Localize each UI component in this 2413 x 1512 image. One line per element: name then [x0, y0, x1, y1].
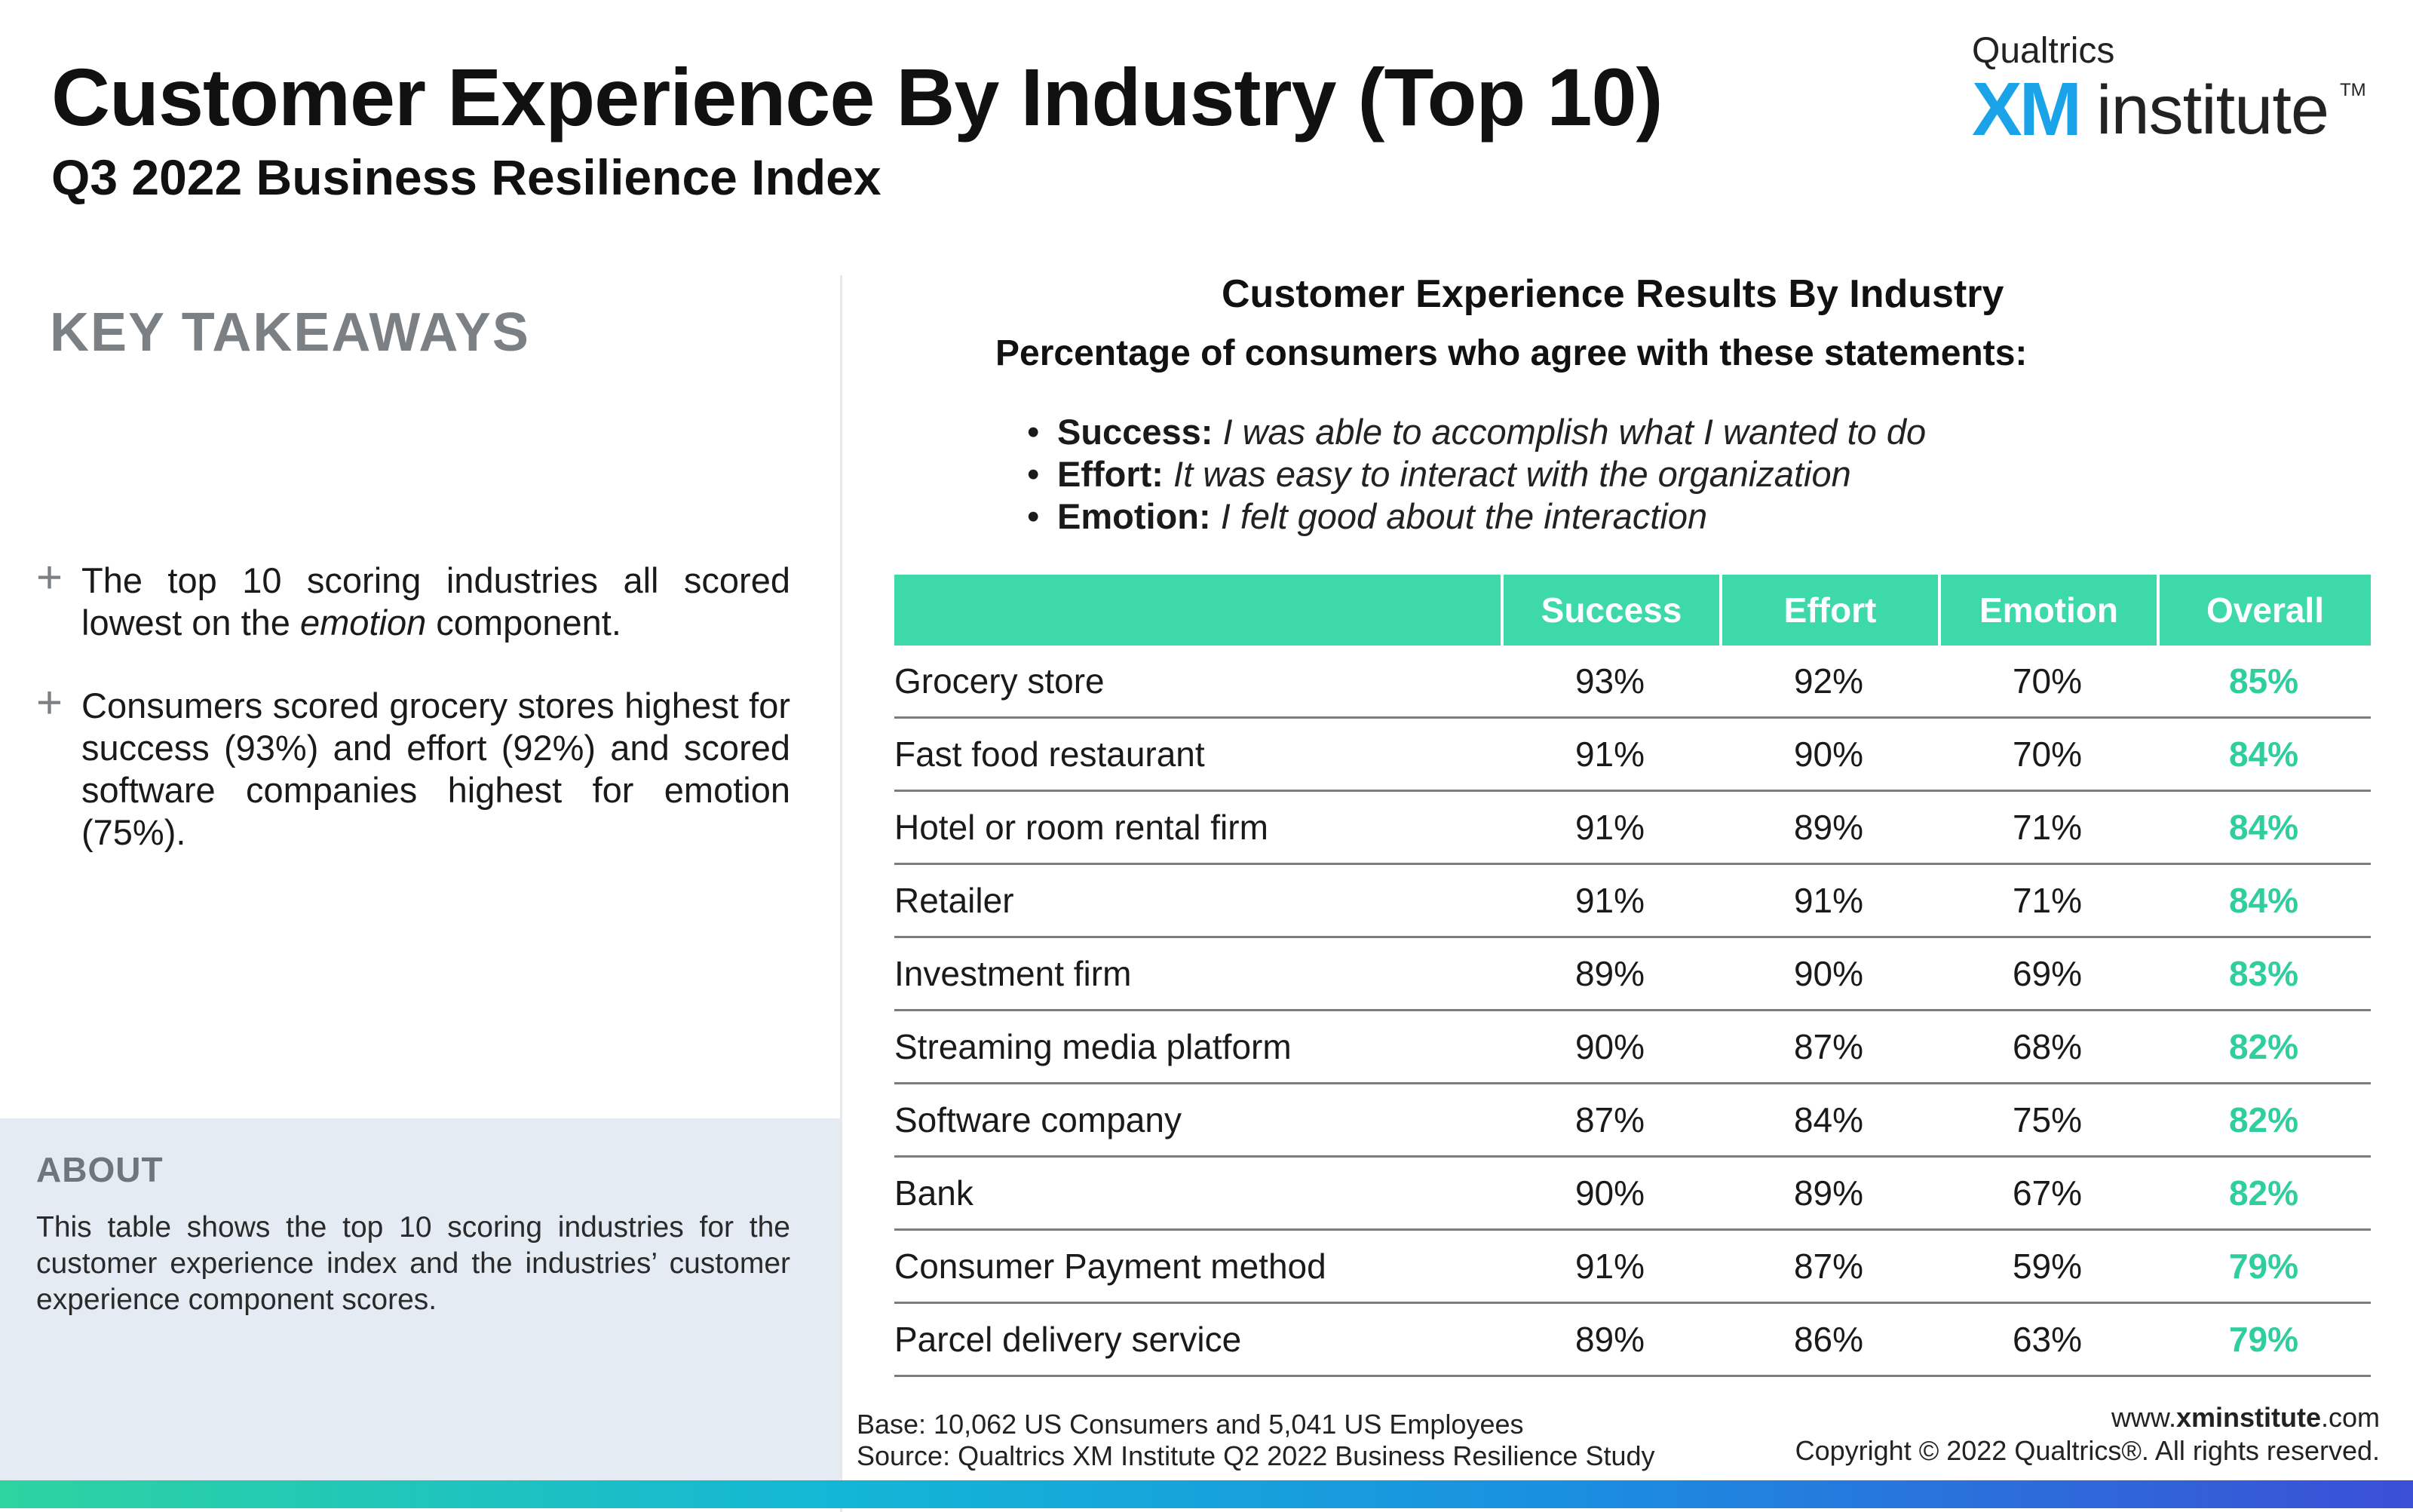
bottom-gradient-bar [0, 1480, 2413, 1508]
plus-icon: + [36, 677, 63, 728]
header-success: Success [1501, 575, 1719, 646]
cell-industry: Streaming media platform [894, 1027, 1292, 1066]
cell-industry: Parcel delivery service [894, 1320, 1242, 1359]
cell-effort: 92% [1793, 661, 1864, 701]
cell-industry: Investment firm [894, 954, 1132, 993]
cell-industry: Fast food restaurant [894, 735, 1205, 774]
cell-overall: 83% [2228, 954, 2299, 993]
plus-icon: + [36, 552, 63, 603]
table-row: Software company 87% 84% 75% 82% [894, 1084, 2371, 1158]
logo-tm-mark: TM [2340, 80, 2366, 100]
cell-success: 91% [1574, 735, 1645, 774]
cell-industry: Hotel or room rental firm [894, 808, 1268, 847]
table-row: Consumer Payment method 91% 87% 59% 79% [894, 1231, 2371, 1304]
cell-industry: Bank [894, 1173, 973, 1213]
cell-overall: 82% [2228, 1100, 2299, 1139]
cell-overall: 84% [2228, 735, 2299, 774]
cell-effort: 91% [1793, 881, 1864, 920]
table-row: Bank 90% 89% 67% 82% [894, 1158, 2371, 1231]
table-row: Hotel or room rental firm 91% 89% 71% 84% [894, 792, 2371, 865]
logo-xm-text: XM [1972, 67, 2082, 152]
cell-emotion: 71% [2012, 881, 2083, 920]
table-row: Streaming media platform 90% 87% 68% 82% [894, 1011, 2371, 1084]
cell-overall: 84% [2228, 881, 2299, 920]
cell-success: 91% [1574, 1247, 1645, 1286]
bullet-icon: • [1027, 454, 1040, 494]
definition-effort: • Effort: It was easy to interact with th… [1027, 454, 1851, 494]
table-subtitle: Percentage of consumers who agree with t… [995, 333, 2028, 373]
about-text: This table shows the top 10 scoring indu… [36, 1211, 790, 1316]
cell-success: 93% [1574, 661, 1645, 701]
cell-overall: 82% [2228, 1027, 2299, 1066]
cell-industry: Consumer Payment method [894, 1247, 1326, 1286]
xm-institute-logo: Qualtrics XM institute TM [1972, 30, 2366, 151]
key-takeaways-title: KEY TAKEAWAYS [50, 302, 530, 363]
base-note: Base: 10,062 US Consumers and 5,041 US E… [857, 1409, 1655, 1471]
header-emotion: Emotion [1938, 575, 2157, 646]
credits: www.xminstitute.com Copyright © 2022 Qua… [1795, 1401, 2380, 1468]
cell-overall: 84% [2228, 808, 2299, 847]
cell-success: 90% [1574, 1027, 1645, 1066]
cell-emotion: 68% [2012, 1027, 2083, 1066]
cell-success: 87% [1574, 1100, 1645, 1139]
table-row: Parcel delivery service 89% 86% 63% 79% [894, 1304, 2371, 1377]
cell-effort: 90% [1793, 735, 1864, 774]
cell-effort: 87% [1793, 1247, 1864, 1286]
cell-success: 89% [1574, 954, 1645, 993]
table-row: Investment firm 89% 90% 69% 83% [894, 938, 2371, 1011]
page-title: Customer Experience By Industry (Top 10) [51, 51, 1663, 143]
logo-institute-text: institute [2096, 72, 2329, 149]
header-industry [894, 575, 1501, 646]
cell-industry: Retailer [894, 881, 1014, 920]
cell-emotion: 69% [2012, 954, 2083, 993]
cell-success: 91% [1574, 808, 1645, 847]
cell-emotion: 70% [2012, 661, 2083, 701]
cell-emotion: 59% [2012, 1247, 2083, 1286]
cell-success: 91% [1574, 881, 1645, 920]
page-subtitle: Q3 2022 Business Resilience Index [51, 149, 881, 205]
cell-overall: 79% [2228, 1247, 2299, 1286]
takeaway-item: + Consumers scored grocery stores highes… [36, 677, 790, 853]
cell-effort: 90% [1793, 954, 1864, 993]
website-link[interactable]: www.xminstitute.com [2111, 1402, 2380, 1433]
logo-qualtrics-text: Qualtrics [1972, 31, 2115, 71]
cell-emotion: 67% [2012, 1173, 2083, 1213]
takeaway-item: + The top 10 scoring industries all scor… [36, 552, 790, 643]
table-row: Fast food restaurant 91% 90% 70% 84% [894, 719, 2371, 792]
table-row: Retailer 91% 91% 71% 84% [894, 865, 2371, 938]
header-overall: Overall [2157, 575, 2371, 646]
definition-emotion: • Emotion: I felt good about the interact… [1027, 496, 1708, 536]
cell-success: 90% [1574, 1173, 1645, 1213]
cell-emotion: 70% [2012, 735, 2083, 774]
cell-success: 89% [1574, 1320, 1645, 1359]
cell-emotion: 71% [2012, 808, 2083, 847]
bullet-icon: • [1027, 412, 1040, 452]
cell-overall: 85% [2228, 661, 2299, 701]
cell-emotion: 63% [2012, 1320, 2083, 1359]
cell-effort: 89% [1793, 808, 1864, 847]
cell-effort: 86% [1793, 1320, 1864, 1359]
column-divider [840, 275, 842, 1512]
cell-overall: 82% [2228, 1173, 2299, 1213]
header-effort: Effort [1719, 575, 1938, 646]
metric-definitions: • Success: I was able to accomplish what … [1027, 411, 1926, 538]
cell-industry: Grocery store [894, 661, 1105, 701]
table-header-row: Success Effort Emotion Overall [894, 575, 2371, 646]
table-title: Customer Experience Results By Industry [1222, 272, 2004, 316]
definition-success: • Success: I was able to accomplish what … [1027, 412, 1927, 452]
cell-industry: Software company [894, 1100, 1182, 1139]
cell-effort: 89% [1793, 1173, 1864, 1213]
cell-emotion: 75% [2012, 1100, 2083, 1139]
about-title: ABOUT [36, 1150, 164, 1189]
table-row: Grocery store 93% 92% 70% 85% [894, 646, 2371, 719]
about-panel [0, 1118, 840, 1480]
copyright-text: Copyright © 2022 Qualtrics®. All rights … [1795, 1435, 2380, 1466]
cell-effort: 87% [1793, 1027, 1864, 1066]
cell-effort: 84% [1793, 1100, 1864, 1139]
bullet-icon: • [1027, 496, 1040, 536]
cell-overall: 79% [2228, 1320, 2299, 1359]
